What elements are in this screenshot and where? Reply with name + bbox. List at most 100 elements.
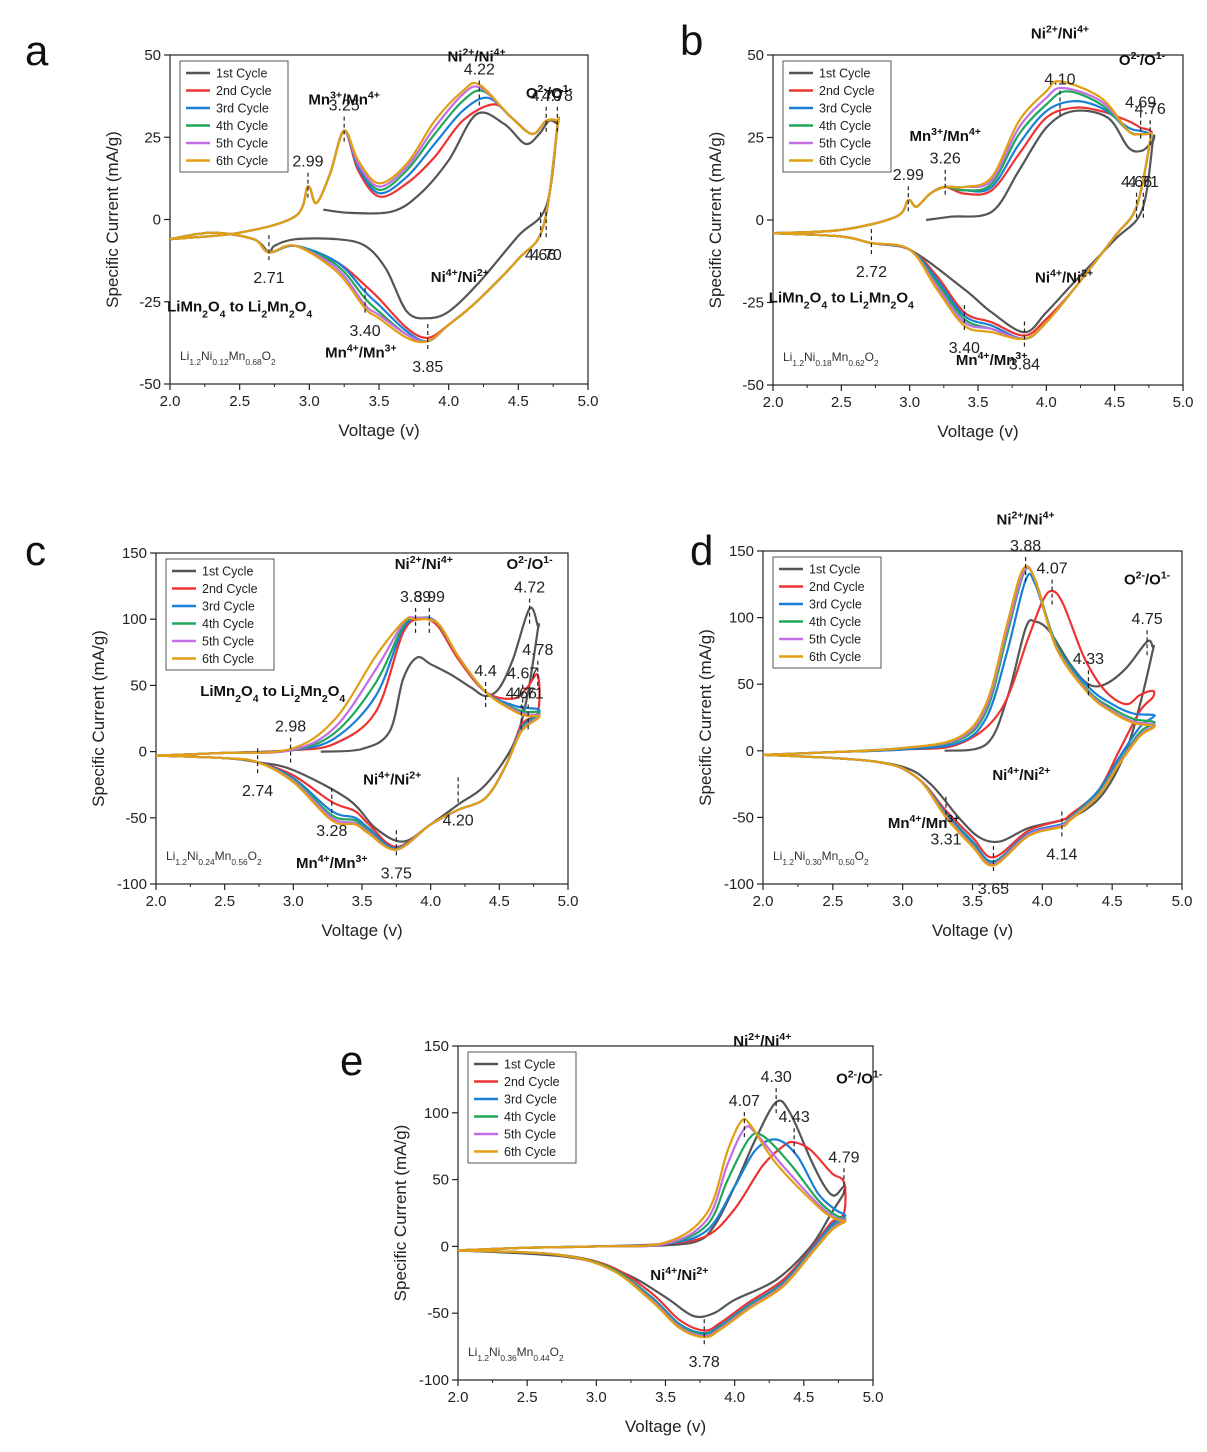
x-axis-label: Voltage (v) bbox=[937, 422, 1018, 441]
y-tick-label: -100 bbox=[724, 876, 754, 893]
y-tick-label: 50 bbox=[737, 676, 754, 693]
y-axis-label: Specific Current (mA/g) bbox=[103, 131, 122, 308]
legend-label: 3rd Cycle bbox=[504, 1093, 557, 1107]
x-tick-label: 3.5 bbox=[968, 394, 989, 411]
legend-label: 4th Cycle bbox=[202, 617, 254, 631]
legend-label: 2nd Cycle bbox=[809, 580, 865, 594]
peak-label: 4.78 bbox=[522, 642, 553, 659]
legend-label: 3rd Cycle bbox=[819, 102, 872, 116]
redox-annotation: O2-/O1- bbox=[506, 554, 553, 573]
peak-label: 3.78 bbox=[689, 1354, 720, 1371]
x-tick-label: 4.5 bbox=[1104, 394, 1125, 411]
x-axis-label: Voltage (v) bbox=[625, 1417, 706, 1436]
x-tick-label: 4.5 bbox=[1102, 893, 1123, 910]
composition-label: Li1.2Ni0.18Mn0.62O2 bbox=[783, 350, 879, 368]
redox-annotation: Ni2+/Ni4+ bbox=[1031, 24, 1089, 43]
peak-label: 3.65 bbox=[978, 881, 1009, 898]
composition-label: Li1.2Ni0.12Mn0.68O2 bbox=[180, 349, 276, 367]
legend-label: 5th Cycle bbox=[202, 635, 254, 649]
peak-label: 4.4 bbox=[474, 663, 496, 680]
peak-label: 2.74 bbox=[242, 783, 273, 800]
peak-label: 3.99 bbox=[414, 589, 445, 606]
x-tick-label: 2.0 bbox=[448, 1389, 469, 1406]
peak-label: 2.98 bbox=[275, 719, 306, 736]
peak-label: 4.33 bbox=[1073, 651, 1104, 668]
y-tick-label: 0 bbox=[756, 212, 764, 229]
y-tick-label: -50 bbox=[139, 376, 161, 393]
x-tick-label: 4.5 bbox=[508, 393, 529, 410]
redox-annotation: LiMn2O4 to Li2Mn2O4 bbox=[769, 290, 914, 312]
legend-box bbox=[179, 60, 289, 173]
y-tick-label: 0 bbox=[746, 743, 754, 760]
x-tick-label: 3.0 bbox=[892, 893, 913, 910]
x-tick-label: 2.0 bbox=[146, 893, 167, 910]
y-tick-label: 0 bbox=[441, 1238, 449, 1255]
peak-label: 4.22 bbox=[464, 61, 495, 78]
peak-label: 2.99 bbox=[292, 154, 323, 171]
y-tick-label: 100 bbox=[424, 1105, 449, 1122]
y-tick-label: 25 bbox=[144, 129, 161, 146]
y-axis-label: Specific Current (mA/g) bbox=[696, 629, 715, 806]
peak-label: 4.76 bbox=[1135, 101, 1166, 118]
redox-annotation: Ni4+/Ni2+ bbox=[363, 770, 421, 789]
panel-letter: a bbox=[25, 27, 49, 74]
peak-label: 4.70 bbox=[531, 247, 562, 264]
peak-label: 3.84 bbox=[1009, 357, 1040, 374]
legend-label: 3rd Cycle bbox=[216, 102, 269, 116]
series-line-1st-cycle bbox=[155, 606, 541, 843]
peak-label: 4.70 bbox=[531, 88, 562, 105]
x-tick-label: 3.0 bbox=[586, 1389, 607, 1406]
peak-label: 4.71 bbox=[513, 686, 544, 703]
x-tick-label: 4.0 bbox=[1036, 394, 1057, 411]
peak-label: 4.07 bbox=[729, 1093, 760, 1110]
chart-panel-e: e 2.0 2.5 3.0 3.5 4.0 4.5 5.0 -100 -50 0 50 100 150 Vo… bbox=[340, 1031, 883, 1436]
peak-label: 3.25 bbox=[329, 98, 360, 115]
peak-label: 2.99 bbox=[893, 167, 924, 184]
x-tick-label: 3.5 bbox=[962, 893, 983, 910]
x-tick-label: 2.0 bbox=[763, 394, 784, 411]
series-line-6th-cycle bbox=[155, 617, 541, 851]
x-tick-label: 4.0 bbox=[438, 393, 459, 410]
legend-label: 4th Cycle bbox=[809, 615, 861, 629]
legend-label: 4th Cycle bbox=[819, 119, 871, 133]
redox-annotation: Ni4+/Ni2+ bbox=[431, 267, 489, 286]
series-line-6th-cycle bbox=[772, 80, 1153, 341]
redox-annotation: Ni2+/Ni4+ bbox=[447, 47, 505, 66]
redox-annotation: Mn3+/Mn4+ bbox=[909, 126, 980, 145]
x-tick-label: 5.0 bbox=[1173, 394, 1194, 411]
redox-annotation: Mn4+/Mn3+ bbox=[296, 853, 367, 872]
series-line-6th-cycle bbox=[169, 81, 561, 344]
panel-letter: e bbox=[340, 1037, 363, 1084]
peak-label: 3.26 bbox=[930, 151, 961, 168]
legend-label: 1st Cycle bbox=[202, 565, 253, 579]
redox-annotation: O2-/O1- bbox=[836, 1068, 883, 1087]
legend-label: 6th Cycle bbox=[216, 154, 268, 168]
y-tick-label: 150 bbox=[729, 543, 754, 560]
series-line-1st-cycle bbox=[772, 109, 1156, 334]
peak-label: 4.14 bbox=[1046, 846, 1077, 863]
chart-panel-a: a 2.0 2.5 3.0 3.5 4.0 4.5 5.0 -50 -25 0 25 50 Voltage… bbox=[25, 27, 598, 440]
peak-label: 4.20 bbox=[443, 812, 474, 829]
redox-annotation: O2-/O1- bbox=[526, 83, 573, 102]
composition-label: Li1.2Ni0.30Mn0.50O2 bbox=[773, 849, 869, 867]
peak-label: 3.88 bbox=[1010, 538, 1041, 555]
legend-label: 3rd Cycle bbox=[202, 600, 255, 614]
peak-label: 4.10 bbox=[1044, 72, 1075, 89]
peak-label: 3.85 bbox=[412, 359, 443, 376]
peak-label: 4.79 bbox=[828, 1149, 859, 1166]
y-tick-label: -50 bbox=[427, 1305, 449, 1322]
peak-label: 3.89 bbox=[400, 589, 431, 606]
series-line-6th-cycle bbox=[457, 1117, 847, 1339]
peak-label: 4.69 bbox=[1125, 95, 1156, 112]
series-line-2nd-cycle bbox=[457, 1140, 847, 1332]
legend-label: 2nd Cycle bbox=[819, 84, 875, 98]
y-tick-label: -50 bbox=[742, 377, 764, 394]
chart-panel-d: d 2.0 2.5 3.0 3.5 4.0 4.5 5.0 -100 -50 0 50 100 150 Vo… bbox=[690, 509, 1192, 940]
chart-panel-c: c 2.0 2.5 3.0 3.5 4.0 4.5 5.0 -100 -50 0 50 100 150 Vo… bbox=[25, 527, 578, 940]
series-line-1st-cycle bbox=[762, 618, 1155, 844]
redox-annotation: LiMn2O4 to Li2Mn2O4 bbox=[200, 683, 345, 705]
x-tick-label: 3.5 bbox=[655, 1389, 676, 1406]
redox-annotation: Ni2+/Ni4+ bbox=[733, 1031, 791, 1050]
series-line-6th-cycle bbox=[762, 565, 1156, 867]
legend-label: 5th Cycle bbox=[809, 633, 861, 647]
